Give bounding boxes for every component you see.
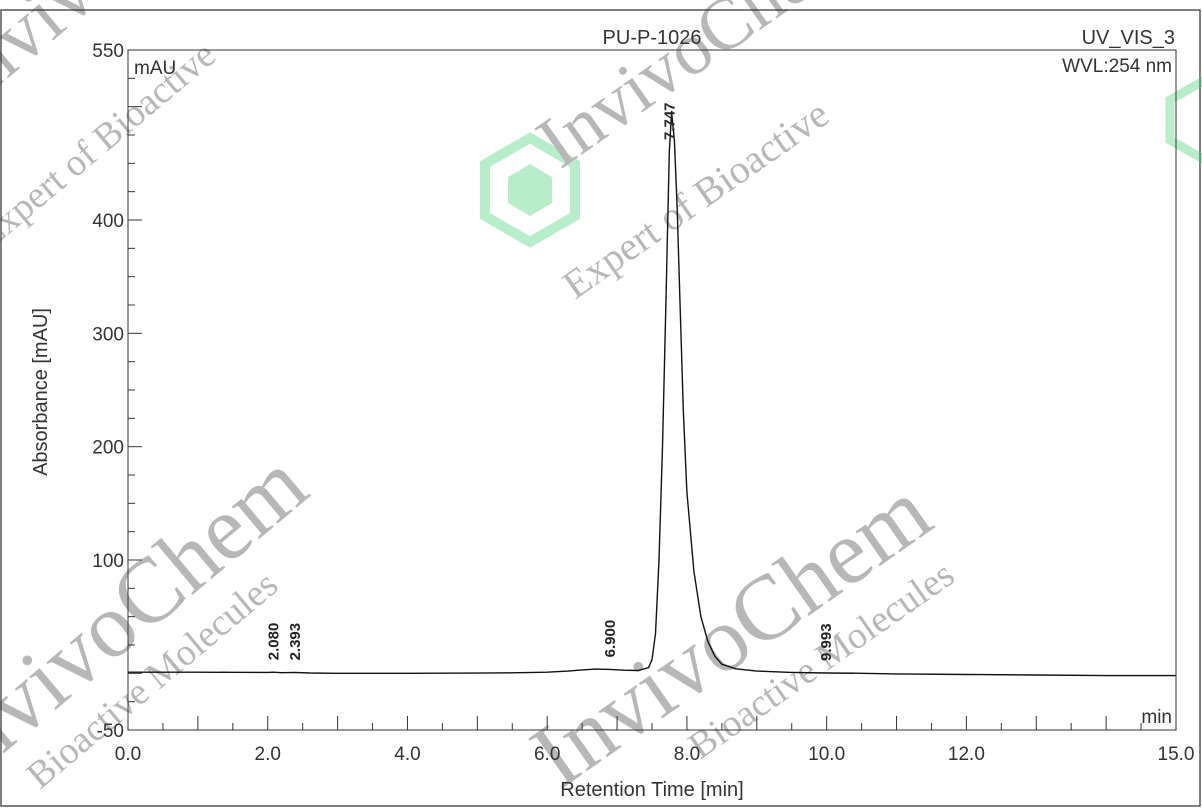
x-unit-label: min	[1141, 707, 1172, 728]
peak-label: 7.747	[661, 102, 678, 140]
figure-border	[0, 9, 1201, 807]
x-tick-label: 2.0	[255, 744, 281, 765]
x-axis-title: Retention Time [min]	[560, 779, 743, 801]
x-tick-label: 0.0	[115, 744, 141, 765]
x-tick-label: 15.0	[1158, 744, 1195, 765]
x-tick-label: 10.0	[808, 744, 845, 765]
y-tick-label: 550	[92, 41, 124, 62]
y-tick-label: 200	[92, 438, 124, 459]
watermark-logo	[480, 132, 580, 248]
axes: 0.0 2.0 4.0 6.0 8.0 10.0 12.0 15.0 -50 100 200 300 4…	[92, 41, 1194, 765]
peak-labels: 2.080 2.393 6.900 7.747 9.993	[265, 102, 835, 661]
y-unit-label: mAU	[134, 58, 176, 79]
wavelength-label: WVL:254 nm	[1062, 56, 1172, 77]
y-tick-label: 400	[92, 211, 124, 232]
chromatogram-trace	[128, 111, 1176, 677]
x-tick-label: 6.0	[534, 744, 560, 765]
x-tick-label: 12.0	[948, 744, 985, 765]
chart-title: PU-P-1026	[603, 27, 702, 49]
peak-label: 2.393	[287, 623, 304, 661]
peak-label: 2.080	[265, 623, 282, 661]
x-tick-label: 4.0	[394, 744, 420, 765]
series-layer	[128, 111, 1176, 677]
x-tick-label: 8.0	[674, 744, 700, 765]
y-tick-label: -50	[97, 721, 124, 742]
y-tick-label: 300	[92, 324, 124, 345]
y-axis-title: Absorbance [mAU]	[30, 308, 52, 476]
peak-label: 9.993	[818, 623, 835, 661]
watermark-logo-right	[1165, 76, 1202, 164]
channel-label: UV_VIS_3	[1082, 27, 1175, 49]
peak-label: 6.900	[602, 620, 619, 658]
y-tick-label: 100	[92, 551, 124, 572]
